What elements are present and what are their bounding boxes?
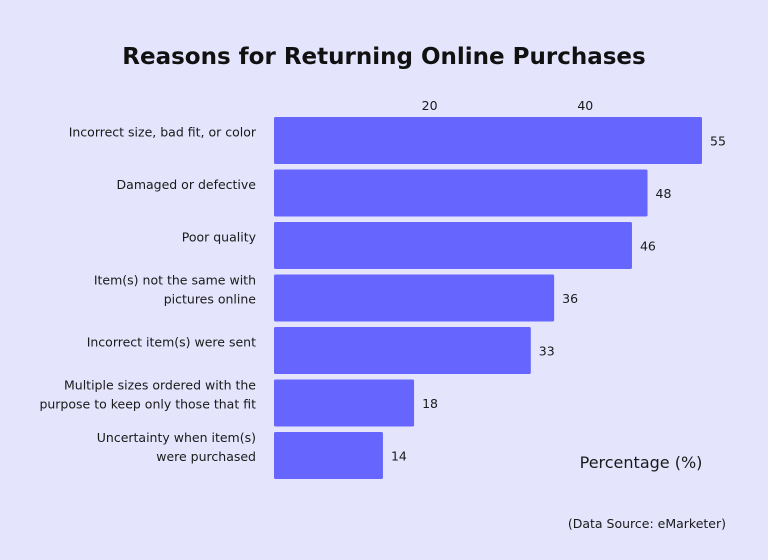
y-tick-label: purpose to keep only those that fit (39, 397, 256, 412)
bars (274, 117, 702, 479)
bar (274, 274, 555, 322)
bar (274, 169, 648, 217)
data-source-note: (Data Source: eMarketer) (568, 516, 726, 531)
data-label: 36 (562, 291, 578, 306)
y-tick-label: Item(s) not the same with (94, 273, 256, 288)
y-tick-label: pictures online (164, 292, 257, 307)
x-axis-label: Percentage (%) (580, 453, 703, 472)
bar (274, 117, 702, 164)
data-label: 14 (391, 449, 407, 464)
bar (274, 432, 383, 479)
x-axis-ticks: 20 40 (422, 98, 594, 113)
y-tick-label: Uncertainty when item(s) (97, 430, 256, 445)
data-label: 48 (656, 186, 672, 201)
y-tick-label: Multiple sizes ordered with the (64, 378, 256, 393)
bar (274, 327, 531, 374)
y-tick-label: Incorrect item(s) were sent (87, 335, 256, 350)
data-labels: 55 48 46 36 33 18 14 (391, 134, 726, 464)
y-tick-label: Poor quality (182, 230, 257, 245)
bar (274, 222, 632, 269)
y-tick-label: Incorrect size, bad fit, or color (69, 125, 257, 140)
bar (274, 379, 415, 427)
y-tick-label: Damaged or defective (117, 177, 257, 192)
data-label: 55 (710, 134, 726, 149)
y-axis-labels: Incorrect size, bad fit, or color Damaged… (39, 125, 256, 465)
data-label: 18 (422, 396, 438, 411)
data-label: 33 (539, 344, 555, 359)
x-tick-label: 40 (577, 98, 593, 113)
chart-title: Reasons for Returning Online Purchases (122, 44, 645, 70)
data-label: 46 (640, 239, 656, 254)
x-tick-label: 20 (422, 98, 438, 113)
y-tick-label: were purchased (156, 449, 256, 464)
